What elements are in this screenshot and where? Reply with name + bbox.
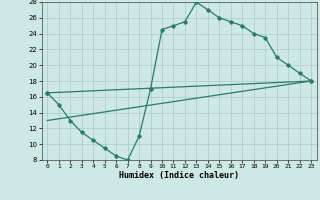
X-axis label: Humidex (Indice chaleur): Humidex (Indice chaleur)	[119, 171, 239, 180]
